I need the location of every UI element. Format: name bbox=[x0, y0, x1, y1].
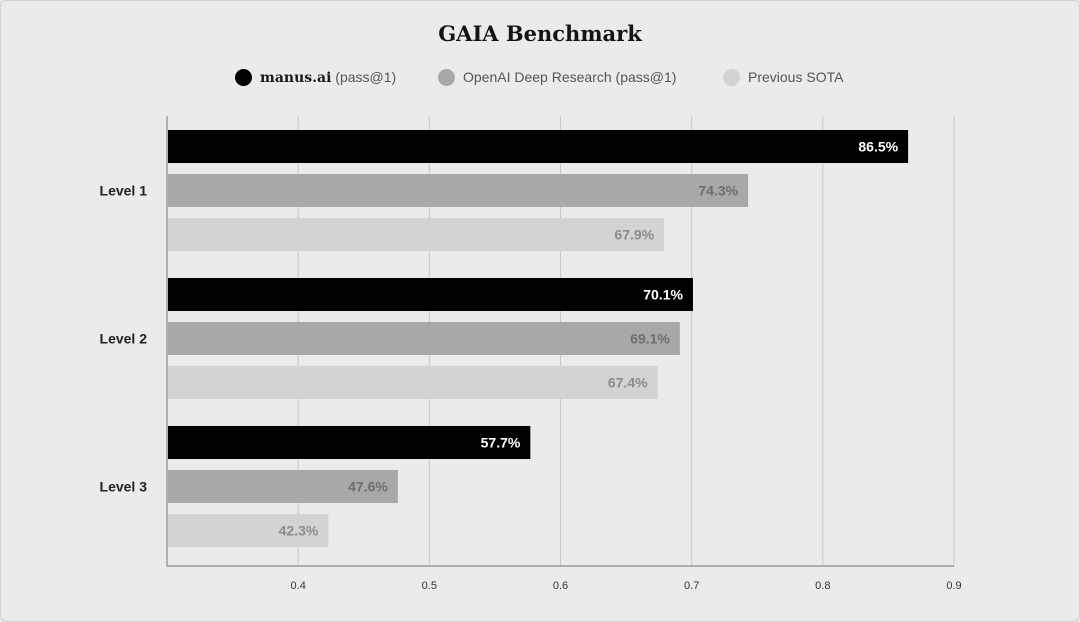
category-label: Level 2 bbox=[100, 331, 148, 347]
legend-swatch-openai bbox=[438, 68, 455, 86]
x-tick-label: 0.5 bbox=[422, 580, 437, 592]
legend-item-previous-sota: Previous SOTA bbox=[723, 67, 843, 87]
legend-swatch-previous-sota bbox=[723, 68, 740, 86]
bar bbox=[168, 322, 680, 355]
bar-data-label: 86.5% bbox=[858, 139, 898, 155]
legend-item-manus: manus.ai (pass@1) bbox=[235, 67, 396, 87]
legend-label-openai: OpenAI Deep Research (pass@1) bbox=[463, 69, 677, 85]
bar bbox=[168, 174, 749, 207]
x-tick-label: 0.9 bbox=[946, 580, 961, 592]
category-label: Level 3 bbox=[100, 479, 148, 495]
bar bbox=[168, 130, 909, 163]
category-label: Level 1 bbox=[100, 183, 148, 199]
bar bbox=[168, 218, 665, 251]
x-tick-label: 0.7 bbox=[684, 580, 699, 592]
bar bbox=[168, 278, 693, 311]
legend-item-openai: OpenAI Deep Research (pass@1) bbox=[438, 67, 676, 87]
bar-data-label: 70.1% bbox=[643, 287, 683, 303]
tick-labels: 0.4 0.5 0.6 0.7 0.8 0.9 bbox=[291, 580, 962, 592]
legend-label-manus-main: manus.ai bbox=[260, 69, 332, 86]
bar bbox=[168, 514, 329, 547]
axes bbox=[166, 116, 954, 567]
bar-data-label: 67.4% bbox=[608, 375, 648, 391]
chart-title: GAIA Benchmark bbox=[438, 21, 642, 46]
legend: manus.ai (pass@1) OpenAI Deep Research (… bbox=[1, 67, 1079, 87]
bars: 86.5% 74.3% 67.9% 70.1% 69.1% 67.4% 57.7% 47.6%… bbox=[168, 130, 909, 547]
bar-data-label: 47.6% bbox=[348, 479, 388, 495]
bar-data-label: 67.9% bbox=[614, 227, 654, 243]
bar-data-label: 42.3% bbox=[279, 523, 319, 539]
bar bbox=[168, 426, 531, 459]
bar-data-label: 69.1% bbox=[630, 331, 670, 347]
x-tick-label: 0.6 bbox=[553, 580, 568, 592]
bar-data-label: 57.7% bbox=[481, 435, 521, 451]
legend-label-manus-suffix: (pass@1) bbox=[335, 68, 397, 85]
bar bbox=[168, 470, 398, 503]
x-tick-label: 0.4 bbox=[291, 580, 306, 592]
x-tick-label: 0.8 bbox=[815, 580, 830, 592]
bar-data-label: 74.3% bbox=[698, 183, 738, 199]
category-labels: Level 1 Level 2 Level 3 bbox=[100, 183, 148, 495]
legend-swatch-manus bbox=[235, 68, 252, 86]
bar bbox=[168, 366, 658, 399]
legend-label-previous-sota: Previous SOTA bbox=[748, 69, 844, 85]
